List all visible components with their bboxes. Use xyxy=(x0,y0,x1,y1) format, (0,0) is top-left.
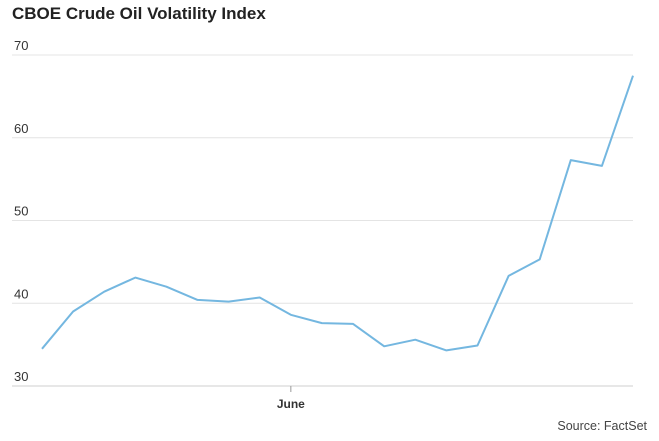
source-note: Source: FactSet xyxy=(557,419,647,433)
y-axis-ticks: 30 40 50 60 70 xyxy=(14,38,28,384)
y-tick-label: 60 xyxy=(14,121,28,136)
x-axis: June xyxy=(277,386,305,411)
y-tick-label: 30 xyxy=(14,369,28,384)
x-tick-label: June xyxy=(277,397,305,411)
series-line xyxy=(41,75,634,352)
y-tick-label: 40 xyxy=(14,286,28,301)
chart-title: CBOE Crude Oil Volatility Index xyxy=(12,4,266,23)
y-tick-label: 50 xyxy=(14,204,28,219)
gridlines xyxy=(12,54,633,387)
y-tick-label: 70 xyxy=(14,38,28,53)
series-group xyxy=(41,75,634,352)
